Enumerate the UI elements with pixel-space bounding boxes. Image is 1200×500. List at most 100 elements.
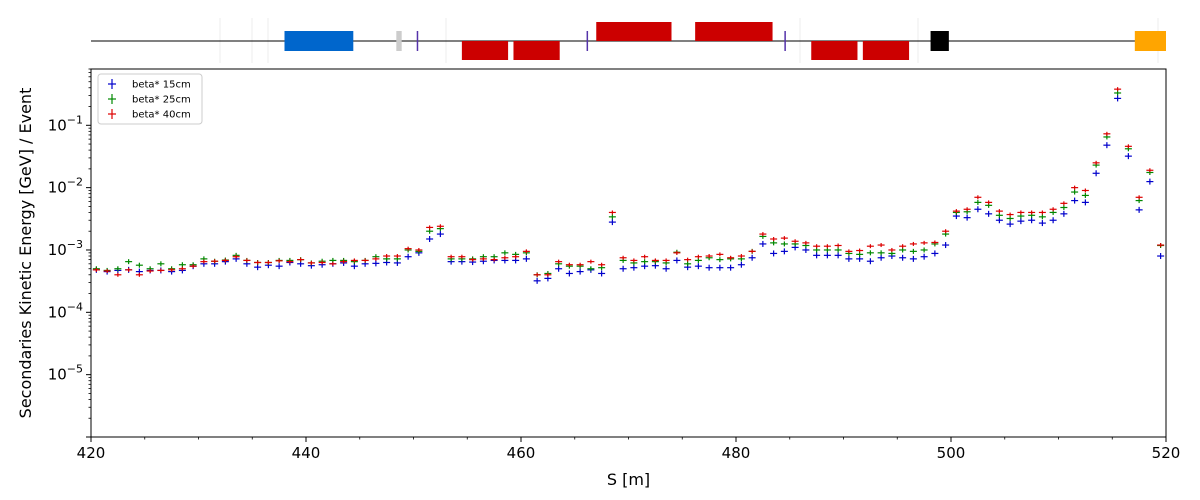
data-point: [952, 209, 960, 214]
x-tick-label: 520: [1152, 444, 1181, 462]
data-point: [114, 272, 122, 277]
legend: beta* 15cm beta* 25cm beta* 40cm: [97, 73, 203, 125]
data-point: [694, 254, 702, 259]
beamline-element: [695, 22, 773, 41]
data-point: [587, 259, 595, 264]
data-point: [501, 250, 509, 256]
data-point: [1103, 142, 1111, 149]
legend-marker: [108, 94, 116, 104]
data-point: [286, 259, 294, 264]
data-point: [135, 272, 143, 277]
data-point: [372, 256, 380, 261]
data-point: [275, 258, 283, 263]
data-point: [1017, 210, 1025, 215]
data-point: [834, 252, 842, 259]
data-point: [415, 247, 423, 252]
data-point: [157, 268, 165, 273]
data-point: [823, 244, 831, 249]
data-point: [447, 254, 455, 259]
data-point: [436, 231, 444, 238]
data-point: [619, 255, 627, 260]
data-point: [662, 258, 670, 263]
data-point: [920, 253, 928, 260]
data-point: [942, 229, 950, 234]
data-point: [200, 259, 208, 264]
data-point: [899, 254, 907, 261]
beamline-element: [513, 41, 560, 60]
data-point: [1135, 206, 1143, 213]
data-point: [716, 264, 724, 271]
data-point: [780, 236, 788, 241]
x-tick-label: 460: [507, 444, 536, 462]
data-point: [909, 248, 917, 254]
data-point: [318, 260, 326, 265]
data-point: [780, 241, 788, 247]
data-point: [555, 265, 563, 272]
data-point: [404, 253, 412, 260]
data-point: [608, 210, 616, 215]
data-point: [780, 248, 788, 255]
data-point: [1135, 195, 1143, 200]
data-point: [254, 264, 262, 271]
data-point: [1017, 218, 1025, 225]
data-point: [221, 258, 229, 263]
data-point: [823, 252, 831, 259]
beamline-element: [930, 31, 949, 51]
data-point: [866, 250, 874, 256]
data-point: [856, 251, 864, 257]
data-point: [963, 214, 971, 221]
data-point: [469, 257, 477, 262]
data-point: [641, 263, 649, 270]
data-point: [877, 254, 885, 261]
data-point: [189, 264, 197, 269]
data-point: [899, 247, 907, 253]
data-point: [458, 254, 466, 259]
data-point: [1114, 90, 1122, 96]
y-tick-exponent: −1: [67, 113, 83, 126]
legend-marker: [108, 109, 116, 119]
data-point: [995, 217, 1003, 224]
data-point: [630, 264, 638, 271]
data-point: [845, 249, 853, 254]
data-point: [899, 244, 907, 249]
data-point: [974, 195, 982, 200]
data-point: [1006, 221, 1014, 228]
data-point: [608, 214, 616, 220]
data-point: [501, 255, 509, 260]
legend-item: beta* 15cm: [108, 79, 191, 91]
data-point: [135, 262, 143, 268]
y-axis-label: Secondaries Kinetic Energy [GeV] / Event: [16, 88, 35, 419]
data-point: [1114, 95, 1122, 102]
y-tick-base: 10: [48, 366, 67, 384]
plot-area: 420 440 460 480 500 520 10−510−410−310−210−1 …: [16, 68, 1181, 489]
data-marks: [92, 87, 1165, 284]
data-point: [985, 210, 993, 217]
data-point: [436, 224, 444, 229]
data-point: [522, 255, 530, 262]
data-point: [791, 239, 799, 244]
data-point: [1028, 210, 1036, 215]
data-point: [307, 260, 315, 265]
data-point: [963, 207, 971, 212]
data-point: [555, 259, 563, 264]
data-point: [748, 254, 756, 261]
data-point: [426, 236, 434, 243]
data-point: [372, 260, 380, 267]
data-point: [974, 199, 982, 205]
data-point: [727, 255, 735, 260]
data-point: [737, 261, 745, 268]
data-point: [1146, 168, 1154, 173]
legend-item: beta* 40cm: [108, 109, 191, 121]
data-point: [533, 272, 541, 277]
x-tick-label: 500: [937, 444, 966, 462]
data-point: [426, 228, 434, 234]
data-point: [297, 257, 305, 262]
data-point: [490, 257, 498, 262]
data-point: [1038, 214, 1046, 220]
data-point: [598, 270, 606, 277]
data-point: [888, 247, 896, 252]
legend-marker: [108, 79, 116, 89]
axes-frame: [90, 68, 1167, 438]
beamline-element: [596, 22, 672, 41]
data-point: [598, 262, 606, 267]
